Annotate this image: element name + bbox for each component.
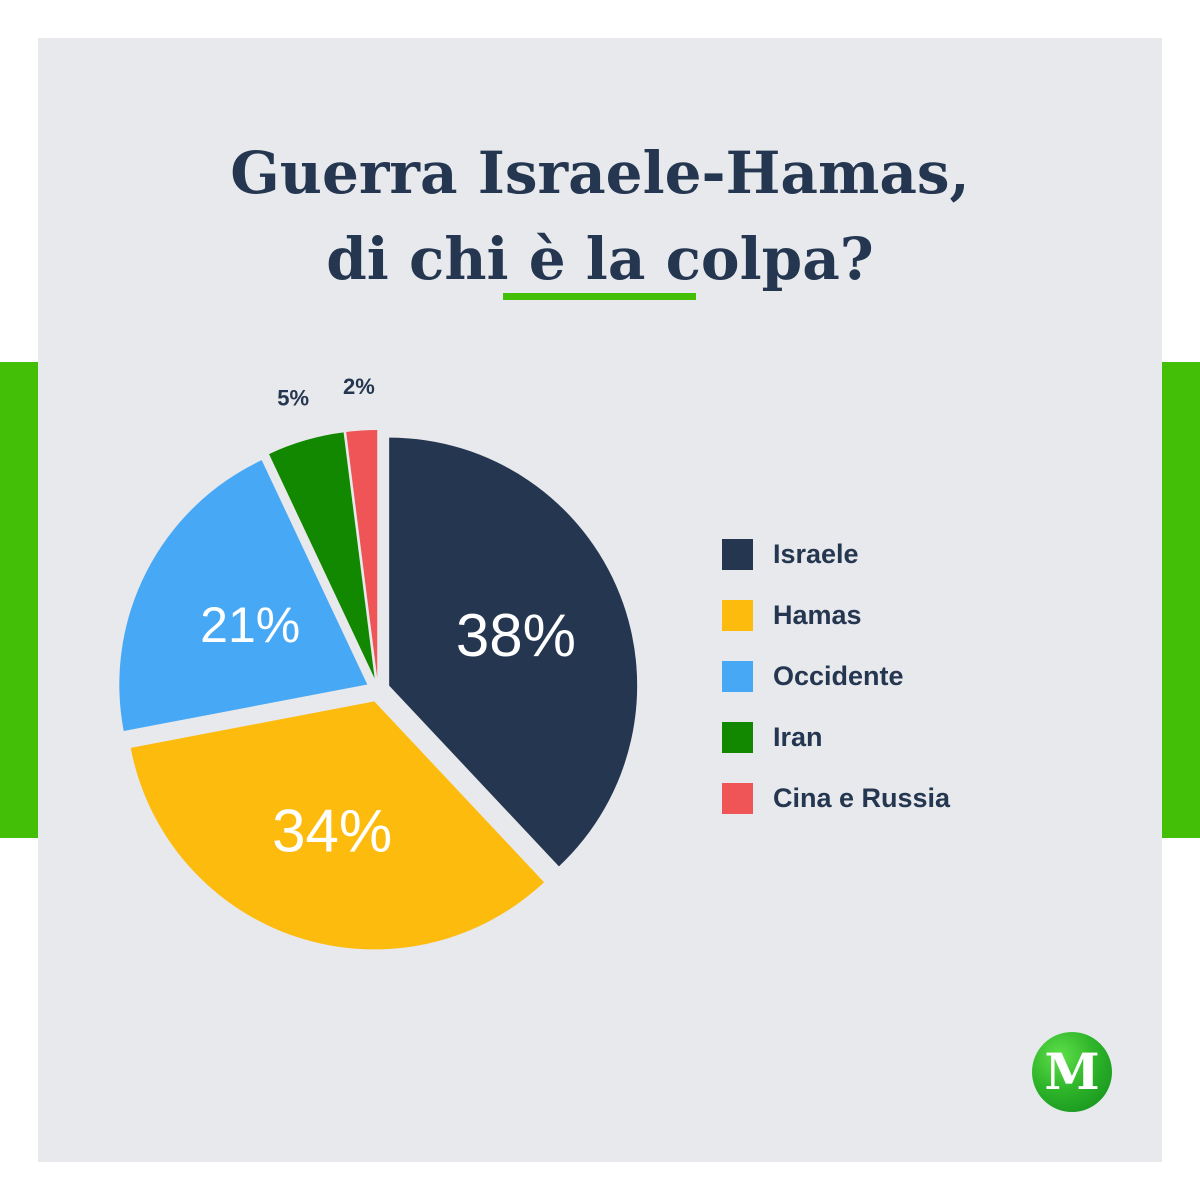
legend-swatch-cina-e-russia bbox=[722, 783, 753, 814]
legend-swatch-hamas bbox=[722, 600, 753, 631]
data-label-occidente: 21% bbox=[200, 597, 300, 653]
pie-slice-hamas bbox=[130, 701, 545, 950]
legend-item-hamas: Hamas bbox=[722, 585, 950, 646]
legend-item-iran: Iran bbox=[722, 707, 950, 768]
right-accent-band bbox=[1162, 362, 1200, 838]
title-underline bbox=[503, 293, 696, 300]
pie-slice-occidente bbox=[119, 460, 368, 732]
m-logo-icon: M bbox=[1032, 1032, 1112, 1112]
data-label-iran: 5% bbox=[277, 386, 309, 411]
legend-label-hamas: Hamas bbox=[773, 600, 862, 630]
pie-slice-cina-e-russia bbox=[346, 430, 378, 679]
left-accent-band bbox=[0, 362, 38, 838]
legend-label-occidente: Occidente bbox=[773, 661, 904, 691]
data-label-hamas: 34% bbox=[272, 798, 392, 865]
legend-swatch-israele bbox=[722, 539, 753, 570]
chart-title-line-1: Guerra Israele-Hamas, bbox=[230, 139, 970, 207]
chart-title-line-2: di chi è la colpa? bbox=[326, 225, 874, 293]
legend-swatch-iran bbox=[722, 722, 753, 753]
legend-swatch-occidente bbox=[722, 661, 753, 692]
data-label-cina-e-russia: 2% bbox=[343, 374, 375, 399]
legend-item-occidente: Occidente bbox=[722, 646, 950, 707]
pie-slice-israele bbox=[389, 437, 638, 867]
logo-letter: M bbox=[1044, 1042, 1100, 1101]
legend-label-cina-e-russia: Cina e Russia bbox=[773, 783, 951, 813]
legend-item-israele: Israele bbox=[722, 524, 950, 585]
infographic-card: Guerra Israele-Hamas, di chi è la colpa?… bbox=[38, 38, 1162, 1162]
chart-title: Guerra Israele-Hamas, di chi è la colpa? bbox=[38, 130, 1162, 302]
pie-chart: 38% 34% 21% 5% 2% bbox=[119, 374, 638, 950]
legend-label-iran: Iran bbox=[773, 722, 823, 752]
pie-slice-iran bbox=[269, 432, 375, 679]
chart-legend: Israele Hamas Occidente Iran Cina e Russia bbox=[722, 524, 950, 829]
legend-item-cina-e-russia: Cina e Russia bbox=[722, 768, 950, 829]
legend-label-israele: Israele bbox=[773, 539, 859, 569]
data-label-israele: 38% bbox=[456, 602, 576, 669]
